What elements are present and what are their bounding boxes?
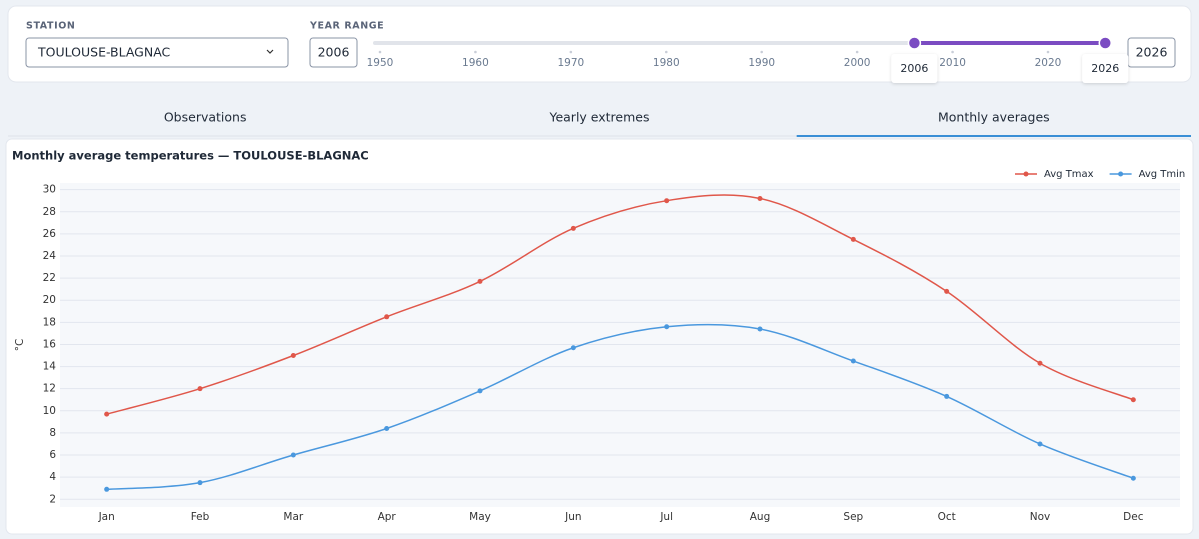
legend-label[interactable]: Avg Tmin xyxy=(1139,169,1186,180)
slider-thumb[interactable] xyxy=(907,36,922,50)
slider-thumb[interactable] xyxy=(1098,36,1113,50)
point xyxy=(757,326,763,332)
slider-tick xyxy=(474,50,477,54)
legend-dot xyxy=(1023,171,1029,177)
x-tick-label: Dec xyxy=(1123,511,1144,523)
end-year-input[interactable] xyxy=(1127,37,1176,68)
slider-tick xyxy=(1046,50,1050,54)
slider-tick xyxy=(951,50,954,54)
start-year: 2006 xyxy=(318,45,350,60)
slider-tick xyxy=(569,50,573,54)
tab[interactable]: Monthly averages xyxy=(938,110,1050,125)
slider-tick-label: 1990 xyxy=(748,57,775,69)
y-tick-label: 12 xyxy=(43,383,56,395)
point xyxy=(477,278,483,284)
end-year: 2026 xyxy=(1136,45,1168,60)
y-axis-label: °C xyxy=(14,339,26,352)
slider-tick xyxy=(378,50,382,54)
slider-tick-label: 2010 xyxy=(939,57,966,69)
x-tick-label: Jan xyxy=(98,511,115,523)
station-label: STATION xyxy=(26,21,75,32)
point xyxy=(944,288,950,294)
series-line xyxy=(106,323,1134,491)
x-tick-label: Jun xyxy=(564,511,581,523)
slider-tick-label: 2020 xyxy=(1035,57,1062,69)
y-tick-label: 22 xyxy=(43,272,56,284)
slider-tick-label: 1970 xyxy=(557,57,584,69)
y-tick-label: 30 xyxy=(43,184,56,196)
y-tick-label: 20 xyxy=(43,294,56,306)
point xyxy=(570,345,576,351)
slider-tick xyxy=(664,50,668,54)
x-tick-label: Jul xyxy=(659,511,673,523)
y-tick-label: 16 xyxy=(43,338,57,350)
thumb-tooltip-text: 2006 xyxy=(900,62,928,75)
point xyxy=(570,225,576,231)
year-range-label: YEAR RANGE xyxy=(309,21,384,32)
x-tick-label: Oct xyxy=(938,511,956,523)
point xyxy=(477,388,483,394)
point xyxy=(1130,475,1136,481)
point xyxy=(664,198,670,204)
thumb-tooltip xyxy=(891,54,938,83)
point xyxy=(197,386,203,392)
y-tick-label: 6 xyxy=(49,449,56,461)
point xyxy=(290,353,296,359)
point xyxy=(290,452,296,458)
x-tick-label: Sep xyxy=(843,511,863,523)
start-year-input[interactable] xyxy=(309,37,358,68)
legend-dot xyxy=(1118,171,1124,177)
y-tick-label: 8 xyxy=(49,427,56,439)
slider-tick-label: 1960 xyxy=(462,57,489,69)
thumb-tooltip xyxy=(1082,54,1129,83)
point xyxy=(104,411,110,417)
y-tick-label: 18 xyxy=(43,316,56,328)
plot-area xyxy=(60,183,1180,507)
tab[interactable]: Yearly extremes xyxy=(548,110,649,125)
station-value: TOULOUSE-BLAGNAC xyxy=(37,45,171,60)
x-tick-label: Feb xyxy=(191,511,210,523)
point xyxy=(757,195,763,201)
chart-title: Monthly average temperatures — TOULOUSE-… xyxy=(12,149,369,163)
thumb-tooltip-text: 2026 xyxy=(1091,62,1119,75)
point xyxy=(1037,360,1043,366)
station-select[interactable] xyxy=(25,37,289,68)
x-tick-label: Aug xyxy=(750,511,771,523)
y-tick-label: 2 xyxy=(49,493,56,505)
x-tick-label: Apr xyxy=(378,511,397,523)
slider-tick-label: 1980 xyxy=(653,57,680,69)
y-tick-label: 4 xyxy=(49,471,56,483)
point xyxy=(1037,441,1043,447)
x-tick-label: May xyxy=(469,511,491,523)
y-tick-label: 26 xyxy=(43,228,57,240)
point xyxy=(384,314,390,320)
y-tick-label: 28 xyxy=(43,206,56,218)
point xyxy=(384,425,390,431)
y-tick-label: 24 xyxy=(43,250,57,262)
tab[interactable]: Observations xyxy=(164,110,247,125)
x-tick-label: Nov xyxy=(1030,511,1051,523)
slider-tick xyxy=(760,50,764,54)
slider-tick xyxy=(855,50,859,54)
point xyxy=(197,480,203,486)
point xyxy=(104,486,110,492)
point xyxy=(850,358,856,364)
point xyxy=(664,324,670,330)
point xyxy=(944,393,950,399)
x-tick-label: Mar xyxy=(283,511,303,523)
point xyxy=(850,236,856,242)
y-tick-label: 10 xyxy=(43,405,56,417)
point xyxy=(1130,397,1136,403)
slider-tick-label: 1950 xyxy=(367,57,394,69)
legend-label[interactable]: Avg Tmax xyxy=(1044,169,1094,180)
slider-tick-label: 2000 xyxy=(844,57,871,69)
chevron xyxy=(266,49,274,54)
y-tick-label: 14 xyxy=(43,361,57,373)
